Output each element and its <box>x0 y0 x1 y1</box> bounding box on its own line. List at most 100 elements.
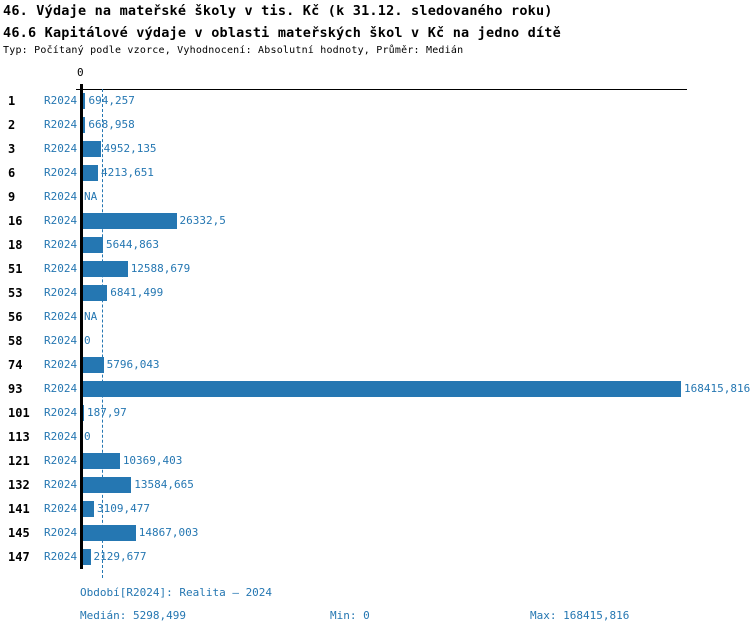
value-bar[interactable] <box>83 285 108 301</box>
chart-row: 147 R2024 2129,677 <box>0 545 750 569</box>
bar-value-label: NA <box>84 190 98 203</box>
chart-row: 56 R2024 NA <box>0 305 750 329</box>
row-id-label: 101 <box>8 406 30 420</box>
row-id-label: 74 <box>8 358 23 372</box>
axis-top-line <box>76 89 687 90</box>
row-id-label: 121 <box>8 454 30 468</box>
row-id-label: 132 <box>8 478 30 492</box>
period-link[interactable]: R2024 <box>44 454 78 467</box>
value-bar[interactable] <box>83 477 132 493</box>
period-link[interactable]: R2024 <box>44 334 78 347</box>
min-stat: Min: 0 <box>330 609 370 622</box>
value-bar[interactable] <box>83 525 136 541</box>
bar-value-label: 3109,477 <box>97 502 151 515</box>
period-link[interactable]: R2024 <box>44 262 78 275</box>
bar-value-label: 0 <box>84 334 91 347</box>
value-bar[interactable] <box>83 141 101 157</box>
period-link[interactable]: R2024 <box>44 502 78 515</box>
period-link[interactable]: R2024 <box>44 190 78 203</box>
bar-value-label: 6841,499 <box>110 286 164 299</box>
period-link[interactable]: R2024 <box>44 358 78 371</box>
row-id-label: 3 <box>8 142 16 156</box>
axis-zero-tick: 0 <box>77 66 84 79</box>
value-bar[interactable] <box>83 93 86 109</box>
value-bar[interactable] <box>83 237 104 253</box>
bar-value-label: 168415,816 <box>684 382 750 395</box>
chart-row: 74 R2024 5796,043 <box>0 353 750 377</box>
value-bar[interactable] <box>83 453 120 469</box>
bar-value-label: 12588,679 <box>130 262 191 275</box>
bar-value-label: 10369,403 <box>122 454 183 467</box>
chart-row: 132 R2024 13584,665 <box>0 473 750 497</box>
row-id-label: 6 <box>8 166 16 180</box>
value-bar[interactable] <box>83 381 681 397</box>
row-id-label: 1 <box>8 94 16 108</box>
chart-row: 93 R2024 168415,816 <box>0 377 750 401</box>
chart-row: 9 R2024 NA <box>0 185 750 209</box>
chart-row: 18 R2024 5644,863 <box>0 233 750 257</box>
value-bar[interactable] <box>83 549 91 565</box>
value-bar[interactable] <box>83 261 128 277</box>
chart-row: 113 R2024 0 <box>0 425 750 449</box>
chart-row: 58 R2024 0 <box>0 329 750 353</box>
value-bar[interactable] <box>83 117 86 133</box>
period-link[interactable]: R2024 <box>44 238 78 251</box>
row-id-label: 53 <box>8 286 23 300</box>
median-stat: Medián: 5298,499 <box>80 609 186 622</box>
chart-row: 53 R2024 6841,499 <box>0 281 750 305</box>
row-id-label: 145 <box>8 526 30 540</box>
chart-title: 46. Výdaje na mateřské školy v tis. Kč (… <box>3 3 553 19</box>
period-link[interactable]: R2024 <box>44 286 78 299</box>
bar-value-label: 14867,003 <box>138 526 199 539</box>
bar-value-label: 5796,043 <box>106 358 160 371</box>
period-link[interactable]: R2024 <box>44 406 78 419</box>
period-link[interactable]: R2024 <box>44 478 78 491</box>
bar-value-label: 13584,665 <box>134 478 194 491</box>
row-id-label: 147 <box>8 550 30 564</box>
value-bar[interactable] <box>83 357 104 373</box>
row-id-label: 93 <box>8 382 23 396</box>
bar-value-label: 187,97 <box>87 406 127 419</box>
period-link[interactable]: R2024 <box>44 166 78 179</box>
chart-row: 3 R2024 4952,135 <box>0 137 750 161</box>
bar-value-label: NA <box>84 310 98 323</box>
period-link[interactable]: R2024 <box>44 94 78 107</box>
row-id-label: 113 <box>8 430 30 444</box>
period-link[interactable]: R2024 <box>44 214 78 227</box>
bar-value-label: 694,257 <box>88 94 135 107</box>
period-info: Období[R2024]: Realita – 2024 <box>80 586 273 599</box>
row-id-label: 2 <box>8 118 16 132</box>
bar-value-label: 4952,135 <box>103 142 157 155</box>
period-link[interactable]: R2024 <box>44 310 78 323</box>
row-id-label: 51 <box>8 262 23 276</box>
value-bar[interactable] <box>83 165 98 181</box>
period-link[interactable]: R2024 <box>44 118 78 131</box>
bar-value-label: 4213,651 <box>100 166 154 179</box>
row-id-label: 16 <box>8 214 23 228</box>
period-link[interactable]: R2024 <box>44 142 78 155</box>
chart-subtitle: 46.6 Kapitálové výdaje v oblasti mateřsk… <box>3 25 561 41</box>
bar-value-label: 668,958 <box>88 118 135 131</box>
chart-row: 101 R2024 187,97 <box>0 401 750 425</box>
value-bar[interactable] <box>83 213 177 229</box>
row-id-label: 18 <box>8 238 23 252</box>
chart-row: 141 R2024 3109,477 <box>0 497 750 521</box>
chart-row: 145 R2024 14867,003 <box>0 521 750 545</box>
row-id-label: 58 <box>8 334 23 348</box>
chart-meta-info: Typ: Počítaný podle vzorce, Vyhodnocení:… <box>3 45 464 56</box>
period-link[interactable]: R2024 <box>44 526 78 539</box>
chart-row: 51 R2024 12588,679 <box>0 257 750 281</box>
chart-row: 121 R2024 10369,403 <box>0 449 750 473</box>
period-link[interactable]: R2024 <box>44 382 78 395</box>
chart-row: 6 R2024 4213,651 <box>0 161 750 185</box>
chart-row: 16 R2024 26332,5 <box>0 209 750 233</box>
period-link[interactable]: R2024 <box>44 550 78 563</box>
value-bar[interactable] <box>83 501 95 517</box>
bar-value-label: 2129,677 <box>93 550 147 563</box>
period-link[interactable]: R2024 <box>44 430 78 443</box>
row-id-label: 9 <box>8 190 16 204</box>
value-bar[interactable] <box>83 405 84 421</box>
bar-value-label: 5644,863 <box>106 238 160 251</box>
bar-value-label: 26332,5 <box>179 214 226 227</box>
